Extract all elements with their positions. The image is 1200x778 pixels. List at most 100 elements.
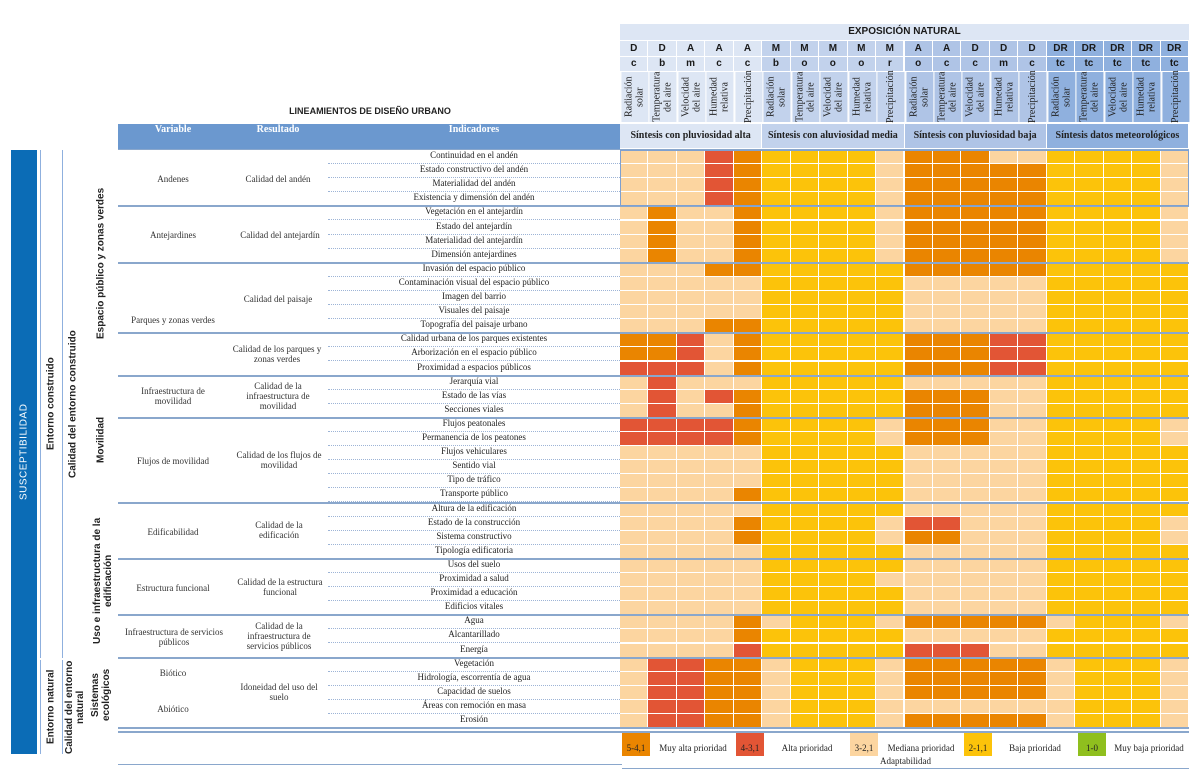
indicator-label: Permanencia de los peatones (328, 432, 620, 446)
entorno-natural-band: Entorno natural (40, 660, 61, 754)
heatmap-cell (819, 615, 848, 630)
heatmap-cell (733, 446, 763, 461)
heatmap-cell (1046, 333, 1076, 348)
heatmap-cell (989, 460, 1019, 475)
column-name: Temperatura del aire (932, 72, 962, 122)
heatmap-cell (989, 615, 1019, 630)
heatmap-cell (1132, 601, 1161, 616)
heatmap-cell (1018, 573, 1047, 588)
heatmap-cell (733, 164, 763, 179)
heatmap-cell (847, 502, 877, 517)
table-header-bar: Variable Resultado Indicadores (118, 124, 620, 150)
heatmap-cell (733, 178, 763, 193)
heatmap-cell (1018, 657, 1047, 672)
heatmap-cell (932, 389, 962, 404)
heatmap-cell (1103, 403, 1133, 418)
heatmap-cell (648, 699, 677, 714)
espacio-publico-band: Espacio público y zonas verdes (95, 187, 107, 339)
heatmap-cell (620, 319, 649, 334)
heatmap-cell (1132, 417, 1161, 432)
resultado-label: Calidad de la edificación (255, 520, 303, 540)
heatmap-cell (1103, 276, 1133, 291)
heatmap-cell (932, 276, 962, 291)
heatmap-cell (790, 220, 820, 235)
heatmap-cell (620, 601, 649, 616)
heatmap-cell (961, 291, 990, 306)
heatmap-cell (876, 403, 905, 418)
heatmap-cell (648, 361, 677, 376)
indicator-label: Proximidad a espacios públicos (328, 362, 620, 376)
heatmap-cell (676, 657, 706, 672)
heatmap-cell (1075, 699, 1104, 714)
heatmap-cell (847, 150, 877, 165)
heatmap-cell (1046, 544, 1076, 559)
uso-infraestructura-band: Uso e infraestructura de la edificación (92, 517, 114, 645)
heatmap-cell (819, 417, 848, 432)
heatmap-cell (961, 643, 990, 658)
heatmap-cell (876, 220, 905, 235)
heatmap-cell (1075, 516, 1104, 531)
variable-label: Parques y zonas verdes (131, 315, 215, 325)
heatmap-cell (762, 714, 791, 729)
heatmap-cell (620, 502, 649, 517)
heatmap-cell (1046, 699, 1076, 714)
heatmap-cell (705, 685, 734, 700)
heatmap-cell (1132, 432, 1161, 447)
heatmap-cell (904, 516, 933, 531)
heatmap-cell (705, 375, 734, 390)
heatmap-cell (961, 671, 990, 686)
heatmap-cell (648, 601, 677, 616)
heatmap-cell (989, 361, 1019, 376)
column-name: Precipitación (1018, 71, 1047, 123)
heatmap-cell (847, 488, 877, 503)
heatmap-cell (1132, 544, 1161, 559)
heatmap-cell (648, 587, 677, 602)
heatmap-cell (1103, 164, 1133, 179)
synthesis-header: Síntesis con pluviosidad alta (620, 124, 763, 148)
heatmap-cell (1160, 291, 1189, 306)
heatmap-cell (1103, 262, 1133, 277)
heatmap-cell (1103, 206, 1133, 221)
heatmap-cell (1132, 587, 1161, 602)
column-code1: A (676, 41, 706, 56)
heatmap-cell (1103, 248, 1133, 263)
column-code1: M (790, 41, 820, 56)
heatmap-cell (961, 262, 990, 277)
heatmap-cell (1132, 333, 1161, 348)
heatmap-cell (961, 558, 990, 573)
heatmap-cell (1160, 319, 1189, 334)
heatmap-cell (790, 544, 820, 559)
heatmap-cell (989, 276, 1019, 291)
heatmap-cell (989, 671, 1019, 686)
heatmap-cell (847, 573, 877, 588)
heatmap-cell (1103, 460, 1133, 475)
heatmap-cell (733, 685, 763, 700)
heatmap-cell (876, 150, 905, 165)
legend-label: Alta prioridad (781, 742, 833, 753)
heatmap-cell (904, 347, 933, 362)
column-name: Humedad relativa (847, 72, 877, 122)
heatmap-cell (1075, 629, 1104, 644)
heatmap-cell (762, 403, 791, 418)
heatmap-cell (1018, 699, 1047, 714)
heatmap-cell (1046, 432, 1076, 447)
heatmap-cell (1132, 220, 1161, 235)
heatmap-cell (819, 657, 848, 672)
heatmap-cell (620, 403, 649, 418)
heatmap-cell (790, 248, 820, 263)
heatmap-cell (819, 488, 848, 503)
heatmap-cell (1075, 544, 1104, 559)
heatmap-cell (819, 389, 848, 404)
heatmap-cell (1018, 347, 1047, 362)
heatmap-cell (1075, 375, 1104, 390)
heatmap-cell (1132, 403, 1161, 418)
heatmap-cell (932, 234, 962, 249)
legend-label: Muy alta prioridad (659, 742, 727, 753)
column-code1: M (847, 41, 877, 56)
heatmap-cell (676, 347, 706, 362)
heatmap-cell (904, 615, 933, 630)
column-code2: c (1018, 57, 1047, 71)
heatmap-cell (932, 347, 962, 362)
heatmap-cell (762, 502, 791, 517)
heatmap-cell (648, 446, 677, 461)
